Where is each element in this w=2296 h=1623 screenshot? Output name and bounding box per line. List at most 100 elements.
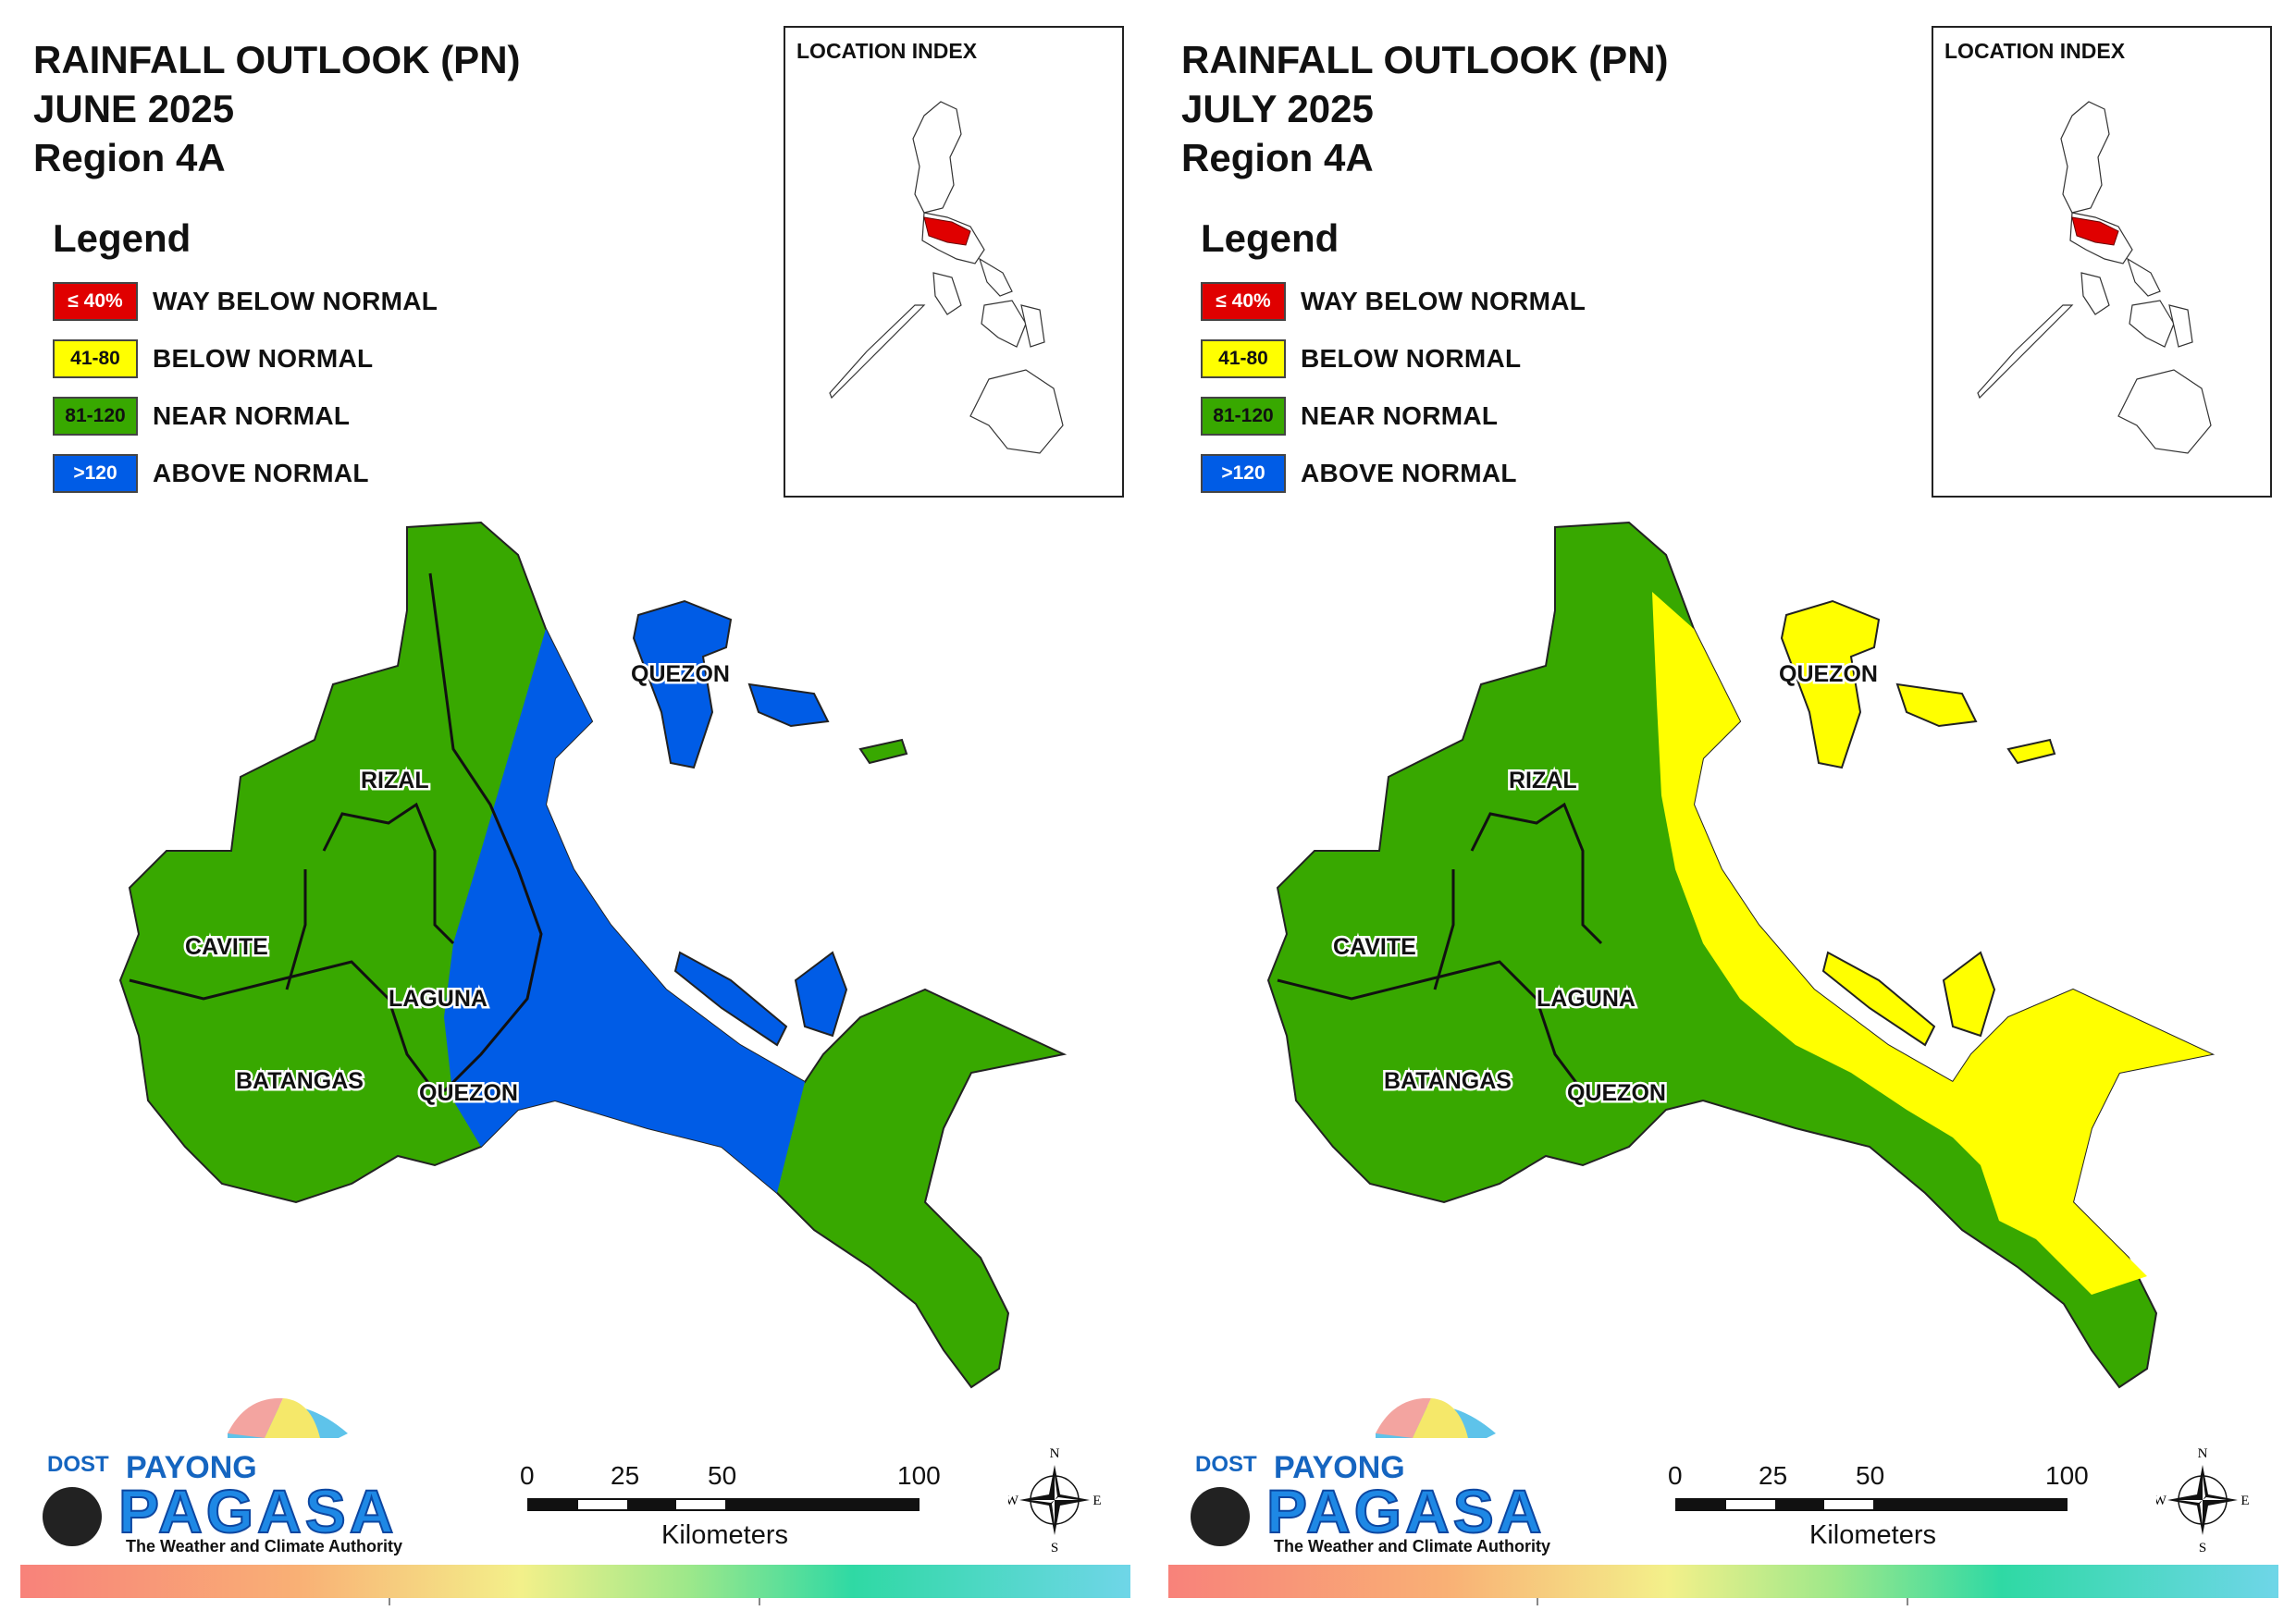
polillo-island: [632, 599, 733, 769]
tagline-text: The Weather and Climate Authority: [126, 1537, 403, 1555]
scale-tick-50: 50: [1856, 1461, 1885, 1490]
title-line-1: RAINFALL OUTLOOK (PN): [33, 38, 521, 81]
legend-item-below: 41-80 BELOW NORMAL: [53, 338, 373, 379]
location-index-box: LOCATION INDEX: [1932, 26, 2272, 498]
outlook-panel-july: RAINFALL OUTLOOK (PN) JULY 2025 Region 4…: [1148, 0, 2296, 1623]
legend-item-above: >120 ABOVE NORMAL: [1201, 453, 1517, 494]
scale-bar: 0 25 50 100 Kilometers: [520, 1461, 941, 1572]
boundary-line: [1470, 802, 1603, 945]
mindoro-shape: [2080, 272, 2110, 315]
footer-tick: [389, 1598, 390, 1605]
legend-item-below: 41-80 BELOW NORMAL: [1201, 338, 1521, 379]
scale-tick-0: 0: [1668, 1461, 1683, 1490]
dost-text: DOST: [47, 1452, 109, 1477]
boundary-line: [322, 802, 455, 945]
title-line-2: JULY 2025: [1181, 87, 1374, 130]
legend-label: NEAR NORMAL: [153, 401, 351, 430]
compass-rose-icon: N S E W: [1006, 1443, 1102, 1555]
legend-swatch: ≤ 40%: [53, 282, 138, 321]
scale-bar-graphic: [527, 1498, 920, 1511]
scale-tick-0: 0: [520, 1461, 535, 1490]
palawan-shape: [829, 304, 926, 400]
svg-text:E: E: [1092, 1494, 1101, 1508]
legend-label: BELOW NORMAL: [153, 344, 374, 373]
label-quezon-north: QUEZON: [631, 661, 730, 687]
pagasa-text: PAGASA: [117, 1476, 398, 1546]
legend-swatch: >120: [1201, 454, 1286, 493]
region-4a-highlight: [2071, 216, 2119, 246]
umbrella-icon: [43, 1397, 348, 1546]
legend-label: NEAR NORMAL: [1301, 401, 1499, 430]
legend-item-near: 81-120 NEAR NORMAL: [1201, 396, 1498, 436]
legend-item-way-below: ≤ 40% WAY BELOW NORMAL: [53, 281, 438, 322]
title-line-3: Region 4A: [33, 136, 226, 179]
legend-item-way-below: ≤ 40% WAY BELOW NORMAL: [1201, 281, 1586, 322]
title-line-3: Region 4A: [1181, 136, 1374, 179]
bicol-shape: [2126, 257, 2161, 297]
label-rizal: RIZAL: [361, 768, 429, 793]
location-index-box: LOCATION INDEX: [784, 26, 1124, 498]
scale-tick-50: 50: [708, 1461, 737, 1490]
scale-unit: Kilometers: [661, 1520, 788, 1550]
footer-tick: [1907, 1598, 1908, 1605]
legend-swatch: 81-120: [53, 397, 138, 436]
legend-title: Legend: [1201, 216, 1339, 260]
legend-item-near: 81-120 NEAR NORMAL: [53, 396, 350, 436]
scale-tick-100: 100: [897, 1461, 941, 1490]
boundary-line: [129, 960, 437, 1092]
scale-bar: 0 25 50 100 Kilometers: [1668, 1461, 2089, 1572]
legend-swatch: 41-80: [1201, 339, 1286, 378]
region-4a-highlight: [923, 216, 971, 246]
label-laguna: LAGUNA: [1537, 986, 1636, 1012]
legend-swatch: ≤ 40%: [1201, 282, 1286, 321]
legend-title: Legend: [53, 216, 191, 260]
svg-text:W: W: [1008, 1494, 1019, 1508]
label-rizal: RIZAL: [1509, 768, 1577, 793]
outlook-panel-june: RAINFALL OUTLOOK (PN) JUNE 2025 Region 4…: [20, 26, 1130, 1605]
island-east-2: [2006, 738, 2056, 765]
scale-bar-graphic: [1675, 1498, 2068, 1511]
legend-label: BELOW NORMAL: [1301, 344, 1522, 373]
island-east-2: [858, 738, 908, 765]
svg-text:S: S: [2199, 1541, 2206, 1554]
compass-rose-icon: N S E W: [2154, 1443, 2250, 1555]
label-quezon-south: QUEZON: [1567, 1080, 1666, 1106]
legend-swatch: >120: [53, 454, 138, 493]
location-index-title: LOCATION INDEX: [1944, 39, 2126, 63]
samar-leyte-shape: [2168, 304, 2193, 348]
region-map: QUEZON RIZAL CAVITE LAGUNA BATANGAS QUEZ…: [118, 521, 1068, 1389]
label-quezon-north: QUEZON: [1779, 661, 1878, 687]
luzon-north-shape: [2060, 101, 2110, 214]
mindanao-shape: [2117, 369, 2212, 454]
map-title: RAINFALL OUTLOOK (PN) JULY 2025 Region 4…: [1181, 35, 1669, 182]
location-index-title: LOCATION INDEX: [796, 39, 978, 63]
footer-color-bar: [1168, 1565, 2278, 1598]
mindoro-shape: [932, 272, 962, 315]
scale-unit: Kilometers: [1809, 1520, 1936, 1550]
pagasa-logo: DOST PAYONG PAGASA The Weather and Clima…: [1181, 1387, 1551, 1568]
pagasa-text: PAGASA: [1265, 1476, 1546, 1546]
mindanao-shape: [969, 369, 1064, 454]
philippines-index-map: [829, 101, 1064, 454]
payong-text: PAYONG: [126, 1450, 257, 1485]
visayas-shape: [2129, 300, 2175, 348]
svg-text:W: W: [2156, 1494, 2167, 1508]
legend-swatch: 81-120: [1201, 397, 1286, 436]
philippines-index-map: [1977, 101, 2212, 454]
umbrella-icon: [1191, 1397, 1496, 1546]
boundary-line: [1433, 869, 1455, 990]
luzon-north-shape: [912, 101, 962, 214]
boundary-line: [285, 869, 307, 990]
island-east-1: [747, 682, 830, 728]
island-east-1: [1895, 682, 1978, 728]
legend-label: ABOVE NORMAL: [153, 459, 369, 487]
scale-tick-100: 100: [2045, 1461, 2089, 1490]
alabat-island: [1821, 951, 1936, 1047]
boundary-line: [428, 572, 543, 1093]
svg-text:N: N: [2198, 1446, 2208, 1461]
east-zone: [1652, 592, 2212, 1295]
label-cavite: CAVITE: [185, 934, 268, 960]
label-batangas: BATANGAS: [236, 1068, 364, 1094]
footer-color-bar: [20, 1565, 1130, 1598]
label-cavite: CAVITE: [1333, 934, 1416, 960]
